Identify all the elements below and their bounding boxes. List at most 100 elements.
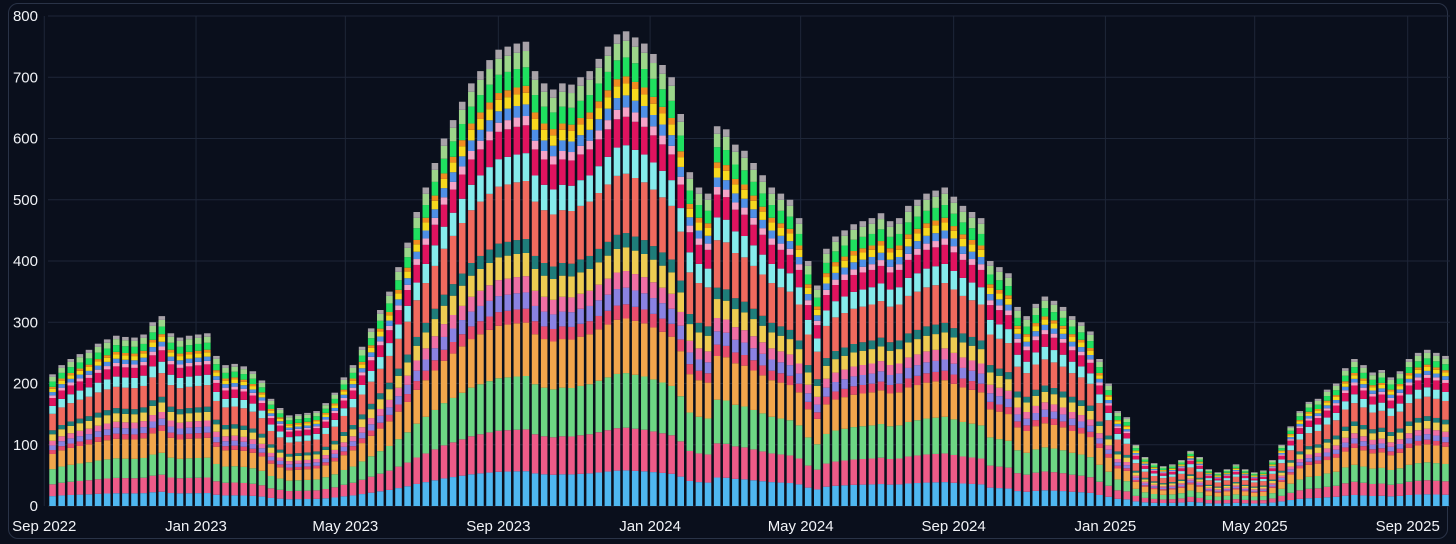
- bar-segment: [322, 462, 329, 466]
- bar-segment: [1123, 499, 1131, 506]
- bar-segment: [1114, 468, 1121, 480]
- bar-segment: [1196, 477, 1203, 480]
- bar-segment: [659, 135, 666, 145]
- bar-segment: [176, 434, 184, 440]
- bar-segment: [386, 311, 393, 316]
- bar-segment: [240, 366, 248, 370]
- bar-segment: [222, 407, 229, 425]
- bar-segment: [486, 109, 493, 121]
- bar-segment: [1351, 425, 1358, 434]
- bar-segment: [1250, 496, 1258, 501]
- bar-segment: [440, 226, 448, 249]
- bar-segment: [1068, 346, 1076, 351]
- bar-segment: [504, 184, 512, 242]
- bar-segment: [1269, 487, 1276, 494]
- bar-segment: [1423, 374, 1431, 378]
- bar-segment: [795, 264, 803, 270]
- bar-segment: [1260, 491, 1267, 497]
- bar-segment: [832, 399, 839, 431]
- bar-segment: [1296, 433, 1304, 440]
- bar-segment: [986, 284, 994, 288]
- bar-segment: [941, 332, 949, 349]
- bar-segment: [158, 425, 166, 431]
- bar-stack: [1078, 322, 1085, 506]
- bar-segment: [85, 439, 93, 445]
- bar-segment: [295, 480, 302, 491]
- bar-segment: [1241, 474, 1249, 476]
- bar-stack: [641, 43, 648, 506]
- bar-segment: [1314, 497, 1322, 506]
- bar-segment: [495, 325, 502, 379]
- bar-segment: [140, 353, 147, 358]
- bar-segment: [1005, 286, 1012, 296]
- bar-segment: [267, 460, 275, 464]
- bar-segment: [1414, 398, 1422, 418]
- bar-segment: [449, 284, 457, 296]
- bar-stack: [349, 365, 357, 506]
- bar-segment: [486, 193, 493, 250]
- bar-segment: [149, 351, 156, 356]
- bar-segment: [677, 231, 684, 281]
- bar-segment: [695, 416, 703, 454]
- bar-segment: [1323, 400, 1331, 403]
- bar-segment: [122, 439, 129, 459]
- bar-segment: [513, 43, 521, 53]
- bar-segment: [1096, 481, 1103, 495]
- bar-segment: [395, 404, 402, 412]
- bar-segment: [1269, 471, 1276, 474]
- bar-segment: [1423, 377, 1431, 388]
- bar-segment: [295, 455, 302, 461]
- bar-stack: [895, 218, 903, 506]
- bar-segment: [395, 387, 402, 397]
- bar-segment: [1342, 437, 1349, 443]
- bar-segment: [932, 334, 939, 350]
- bar-segment: [49, 374, 56, 377]
- bar-segment: [1287, 427, 1294, 431]
- bar-segment: [549, 437, 557, 475]
- bar-segment: [905, 483, 912, 506]
- bar-segment: [1196, 468, 1203, 472]
- bar-segment: [113, 358, 120, 363]
- bar-segment: [431, 217, 439, 225]
- bar-segment: [468, 129, 475, 141]
- bar-segment: [622, 31, 630, 41]
- bar-segment: [977, 245, 985, 250]
- bar-segment: [613, 373, 621, 429]
- bar-segment: [1178, 493, 1185, 499]
- bar-segment: [131, 367, 138, 378]
- bar-segment: [750, 181, 757, 196]
- bar-segment: [422, 263, 430, 284]
- bar-segment: [923, 193, 930, 200]
- bar-segment: [413, 259, 420, 265]
- bar-segment: [304, 425, 311, 428]
- bar-stack: [941, 187, 949, 506]
- bar-segment: [795, 245, 803, 250]
- bar-segment: [149, 355, 156, 367]
- bar-segment: [631, 290, 639, 307]
- bar-segment: [886, 226, 894, 237]
- bar-segment: [1378, 483, 1385, 496]
- bar-segment: [1005, 304, 1012, 311]
- bar-segment: [1414, 463, 1422, 481]
- bar-segment: [367, 409, 375, 419]
- bar-segment: [140, 361, 147, 366]
- bar-segment: [176, 337, 184, 341]
- bar-segment: [713, 240, 721, 288]
- bar-segment: [1114, 433, 1121, 440]
- bar-segment: [568, 436, 575, 475]
- bar-stack: [1250, 472, 1258, 506]
- bar-segment: [1296, 462, 1304, 466]
- bar-segment: [577, 323, 584, 337]
- bar-segment: [1442, 391, 1449, 401]
- bar-segment: [213, 419, 220, 425]
- bar-segment: [732, 446, 739, 479]
- bar-segment: [49, 453, 56, 470]
- bar-segment: [914, 483, 921, 506]
- bar-segment: [1041, 447, 1049, 472]
- bar-segment: [1187, 478, 1194, 481]
- bar-segment: [823, 262, 830, 274]
- bar-segment: [1014, 450, 1021, 474]
- bar-segment: [722, 357, 730, 401]
- bar-segment: [1423, 364, 1431, 367]
- bar-segment: [1050, 328, 1058, 334]
